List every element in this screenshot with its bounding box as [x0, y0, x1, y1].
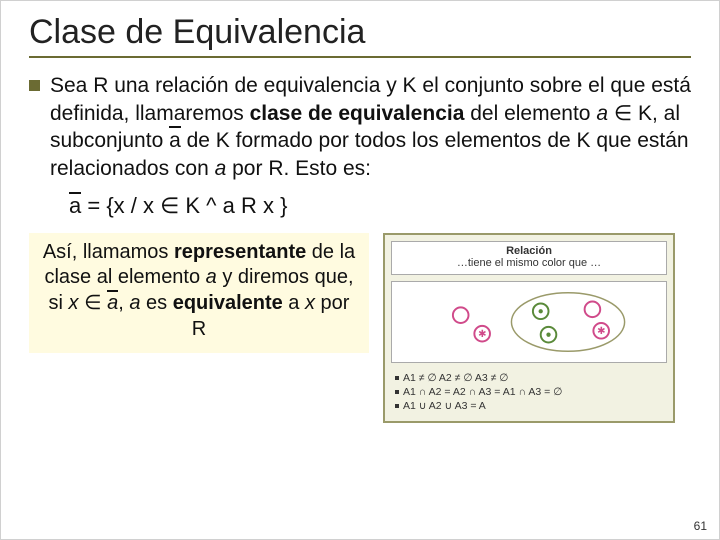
prop-line: A1 ∩ A2 = A2 ∩ A3 = A1 ∩ A3 = ∅ [403, 385, 562, 399]
txt: del elemento [464, 102, 596, 125]
n-bold: representante [174, 241, 306, 263]
txt-italic: a [215, 157, 227, 180]
txt-overline: a [169, 127, 181, 155]
n: a [283, 292, 305, 314]
n-italic: x [69, 292, 79, 314]
n: es [140, 292, 172, 314]
n: Así, llamamos [43, 241, 174, 263]
eq-rhs: = {x / x ∈ K ^ a R x } [81, 193, 287, 218]
txt-bold: clase de equivalencia [250, 102, 465, 125]
properties: A1 ≠ ∅ A2 ≠ ∅ A3 ≠ ∅ A1 ∩ A2 = A2 ∩ A3 =… [391, 369, 667, 416]
relation-title: Relación [398, 245, 660, 257]
relation-subtitle: …tiene el mismo color que … [398, 257, 660, 269]
note-box: Así, llamamos representante de la clase … [29, 233, 369, 353]
bullet-icon [29, 80, 40, 91]
n-italic: x [305, 292, 315, 314]
txt-italic: a [596, 102, 608, 125]
svg-text:✱: ✱ [597, 326, 605, 337]
svg-text:✱: ✱ [478, 329, 486, 340]
n-italic: a [206, 266, 217, 288]
body-paragraph: Sea R una relación de equivalencia y K e… [29, 72, 691, 183]
prop-line: A1 ∪ A2 ∪ A3 = A [403, 399, 486, 413]
bullet-dot-icon [395, 404, 399, 408]
relation-panel: Relación …tiene el mismo color que … ✱✱ … [383, 233, 675, 424]
n-overline: a [107, 291, 118, 317]
equation: a = {x / x ∈ K ^ a R x } [69, 193, 691, 219]
prop-line: A1 ≠ ∅ A2 ≠ ∅ A3 ≠ ∅ [403, 371, 508, 385]
n-bold: equivalente [173, 292, 283, 314]
slide-title: Clase de Equivalencia [29, 13, 691, 52]
n: , [118, 292, 129, 314]
page-number: 61 [694, 519, 707, 533]
relation-diagram: ✱✱ [391, 281, 667, 363]
bullet-dot-icon [395, 390, 399, 394]
bullet-dot-icon [395, 376, 399, 380]
txt: por R. Esto es: [226, 157, 371, 180]
n: ∈ [79, 292, 108, 314]
eq-lhs: a [69, 193, 81, 219]
body-text: Sea R una relación de equivalencia y K e… [50, 72, 691, 183]
n-italic: a [129, 292, 140, 314]
panel-header: Relación …tiene el mismo color que … [391, 241, 667, 275]
